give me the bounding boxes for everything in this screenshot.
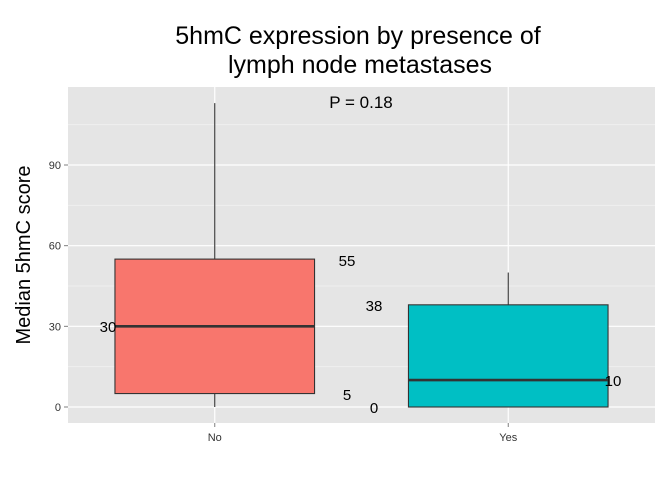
yes-q3-annotation: 38 [366, 298, 383, 315]
y-tick-label: 0 [55, 402, 61, 414]
chart-title-line-1: 5hmC expression by presence of [175, 22, 541, 50]
no-q1-annotation: 5 [343, 387, 351, 404]
p-value-annotation: P = 0.18 [329, 93, 393, 112]
no-q3-annotation: 55 [339, 253, 356, 270]
x-axis-ticks: No Yes [208, 423, 518, 444]
boxes [114, 103, 609, 408]
chart-title-line-2: lymph node metastases [228, 51, 492, 79]
y-axis-label: Median 5hmC score [13, 166, 35, 345]
y-axis-ticks: 0 30 60 90 [49, 160, 68, 414]
x-tick-label: No [208, 432, 222, 444]
y-tick-label: 60 [49, 241, 61, 253]
y-tick-label: 30 [49, 321, 61, 333]
no-median-annotation: 30 [100, 319, 117, 336]
yes-median-annotation: 10 [605, 373, 622, 390]
yes-q1-annotation: 0 [370, 400, 378, 417]
y-tick-label: 90 [49, 160, 61, 172]
x-tick-label: Yes [499, 432, 517, 444]
yes-box [407, 304, 609, 408]
